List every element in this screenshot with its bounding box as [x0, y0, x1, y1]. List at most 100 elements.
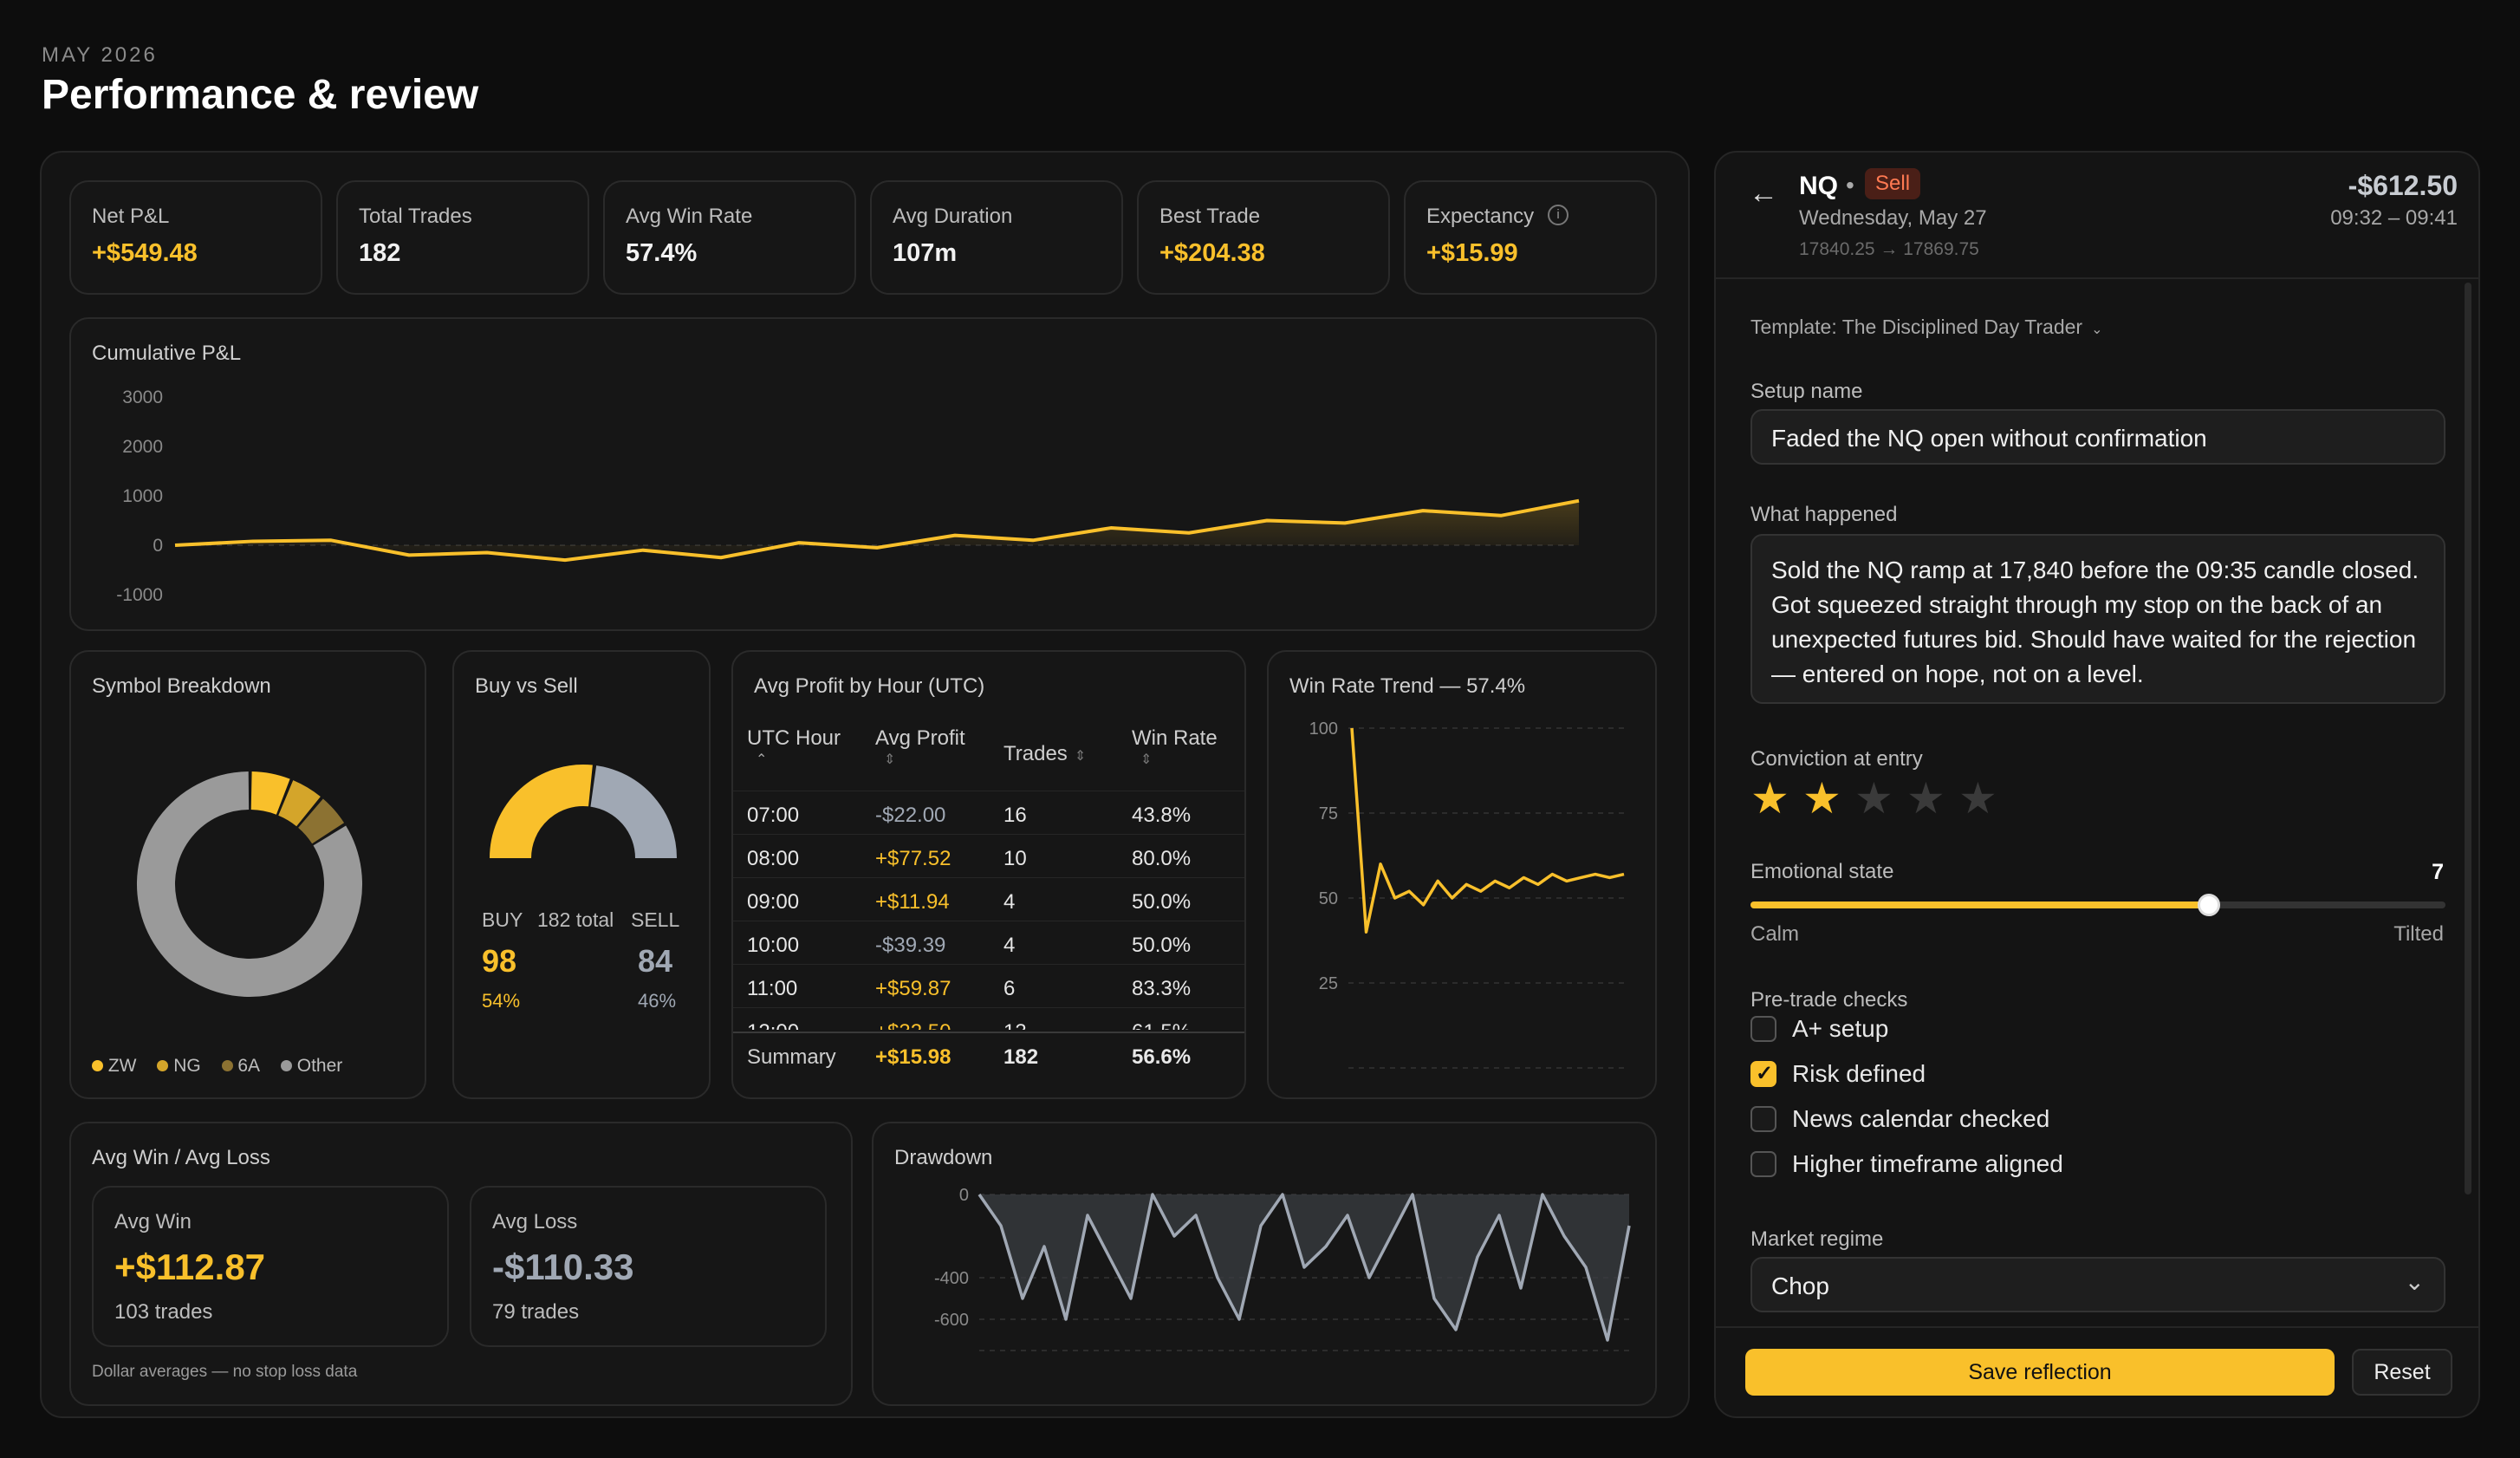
trade-reflection-panel: ← NQ • Sell Wednesday, May 27 17840.25 →… [1714, 151, 2480, 1418]
save-reflection-button[interactable]: Save reflection [1745, 1349, 2335, 1396]
win-rate-trend-card: Win Rate Trend — 57.4% 100 75 50 25 [1267, 650, 1657, 1099]
sell-percent: 46% [638, 990, 677, 1012]
checkbox[interactable] [1750, 1151, 1776, 1177]
pre-trade-checks-label: Pre-trade checks [1750, 988, 1908, 1012]
donut-slice-other [137, 771, 362, 997]
info-icon[interactable]: i [1548, 205, 1569, 225]
series-line [977, 1193, 1631, 1342]
y-tick-label: 25 [1319, 974, 1338, 993]
total-label: 182 total [537, 908, 614, 931]
buy-percent: 54% [482, 990, 521, 1012]
footnote: Dollar averages — no stop loss data [92, 1363, 358, 1381]
emotional-state-label: Emotional state [1750, 860, 1894, 883]
table-row: 10:00 -$39.39 4 50.0% [733, 921, 1244, 964]
kpi-expectancy: Expectancy i +$15.99 [1404, 180, 1657, 295]
table-header: UTC Hour ⌃ Avg Profit ⇕ Trades ⇕ Win Rate ⇕ [733, 721, 1244, 787]
checkbox-checked[interactable]: ✓ [1750, 1061, 1776, 1087]
symbol-donut-chart [137, 771, 362, 997]
chart-title: Buy vs Sell [475, 674, 578, 698]
sort-icon: ⇕ [884, 752, 896, 767]
buy-count: 98 [482, 943, 517, 979]
table-row: 09:00 +$11.94 4 50.0% [733, 877, 1244, 921]
checkbox[interactable] [1750, 1106, 1776, 1132]
scrollbar[interactable] [2465, 283, 2471, 1194]
kpi-net-pnl: Net P&L +$549.48 [69, 180, 322, 295]
donut-slice-6a [297, 798, 345, 844]
table-body[interactable]: 07:00 -$22.00 16 43.8% 08:00 +$77.52 10 80.0% … [733, 791, 1244, 1030]
kpi-value: +$15.99 [1426, 239, 1518, 267]
chart-title: Symbol Breakdown [92, 674, 271, 698]
table-summary-row: Summary +$15.98 182 56.6% [733, 1032, 1244, 1084]
chevron-down-icon: ⌄ [2091, 322, 2103, 337]
legend-label: NG [173, 1056, 201, 1076]
avg-loss-card: Avg Loss -$110.33 79 trades [470, 1186, 827, 1347]
drawdown-card: Drawdown 0 -400 -600 [872, 1122, 1657, 1406]
tilted-label: Tilted [2393, 922, 2444, 946]
table-row: 11:00 +$59.87 6 83.3% [733, 964, 1244, 1007]
avg-loss-count: 79 trades [492, 1300, 580, 1324]
table-row: 12:00+$32.501361.5% [733, 1007, 1244, 1030]
kpi-label: Expectancy [1426, 205, 1535, 228]
footer-divider [1716, 1326, 2478, 1328]
kpi-value: +$549.48 [92, 239, 198, 267]
col-header-trades[interactable]: Trades ⇕ [1003, 742, 1087, 765]
separator-dot: • [1846, 172, 1854, 199]
y-tick-label: 0 [153, 536, 163, 556]
what-happened-textarea[interactable]: Sold the NQ ramp at 17,840 before the 09… [1750, 534, 2445, 704]
reset-button[interactable]: Reset [2352, 1349, 2452, 1396]
y-tick-label: 1000 [122, 486, 163, 506]
market-regime-select[interactable]: Chop ⌄ [1750, 1257, 2445, 1312]
kpi-label: Avg Win Rate [626, 205, 753, 228]
star-2-icon[interactable]: ★ [1802, 774, 1841, 823]
sort-up-icon: ⌃ [756, 752, 768, 767]
kpi-avg-win-rate: Avg Win Rate 57.4% [603, 180, 856, 295]
star-1-icon[interactable]: ★ [1750, 774, 1789, 823]
cumulative-pnl-card: Cumulative P&L 3000 2000 1000 0 -1000 [69, 317, 1657, 631]
template-dropdown[interactable]: Template: The Disciplined Day Trader ⌄ [1750, 316, 2103, 338]
y-tick-label: 50 [1319, 889, 1338, 908]
back-arrow-icon[interactable]: ← [1749, 177, 1778, 210]
col-header-win-rate[interactable]: Win Rate ⇕ [1132, 726, 1218, 767]
chart-title: Drawdown [894, 1146, 993, 1169]
donut-slice-zw [250, 771, 290, 815]
star-4-icon[interactable]: ★ [1906, 774, 1945, 823]
kpi-label: Total Trades [359, 205, 472, 228]
win-rate-chart: 100 75 50 25 [1309, 719, 1625, 1069]
emotion-slider-thumb[interactable] [2198, 894, 2221, 916]
emotional-state-value: 7 [2432, 860, 2444, 884]
avg-win-count: 103 trades [114, 1300, 213, 1324]
legend: ZW NG 6A Other [92, 1056, 342, 1077]
col-header-avg-profit[interactable]: Avg Profit ⇕ [875, 726, 965, 767]
buy-vs-sell-card: Buy vs Sell BUY 182 total SELL 98 84 54%… [452, 650, 711, 1099]
y-tick-label: 0 [959, 1186, 969, 1205]
avg-loss-label: Avg Loss [492, 1210, 578, 1233]
avg-win-value: +$112.87 [114, 1246, 266, 1287]
sort-icon: ⇕ [1074, 749, 1087, 764]
kpi-total-trades: Total Trades 182 [336, 180, 589, 295]
setup-name-input[interactable]: Faded the NQ open without confirmation [1750, 409, 2445, 465]
dashboard-panel: Net P&L +$549.48 Total Trades 182 Avg Wi… [40, 151, 1690, 1418]
kpi-value: 107m [893, 239, 958, 267]
hourly-table-card: Avg Profit by Hour (UTC) UTC Hour ⌃ Avg P… [731, 650, 1246, 1099]
trade-time: 09:32 – 09:41 [2330, 206, 2458, 230]
y-tick-label: 2000 [122, 437, 163, 457]
checkbox[interactable] [1750, 1016, 1776, 1042]
series-line [1350, 727, 1625, 934]
y-tick-label: -400 [934, 1269, 969, 1288]
y-tick-label: -1000 [116, 585, 163, 605]
conviction-rating[interactable]: ★ ★ ★ ★ ★ [1750, 777, 2010, 820]
what-happened-label: What happened [1750, 503, 1898, 526]
cumulative-pnl-chart: 3000 2000 1000 0 -1000 [116, 387, 1580, 605]
kpi-value: 182 [359, 239, 401, 267]
gauge-sell-arc [589, 765, 677, 859]
symbol-breakdown-card: Symbol Breakdown ZW NG 6A Other [69, 650, 426, 1099]
kpi-label: Best Trade [1159, 205, 1261, 228]
star-5-icon[interactable]: ★ [1958, 774, 1997, 823]
y-tick-label: -600 [934, 1311, 969, 1330]
star-3-icon[interactable]: ★ [1854, 774, 1893, 823]
col-header-utc-hour[interactable]: UTC Hour ⌃ [747, 726, 841, 767]
area-fill [175, 500, 1579, 561]
avg-win-label: Avg Win [114, 1210, 192, 1233]
emotion-slider-track[interactable] [1750, 894, 2445, 916]
avg-loss-value: -$110.33 [492, 1246, 634, 1287]
